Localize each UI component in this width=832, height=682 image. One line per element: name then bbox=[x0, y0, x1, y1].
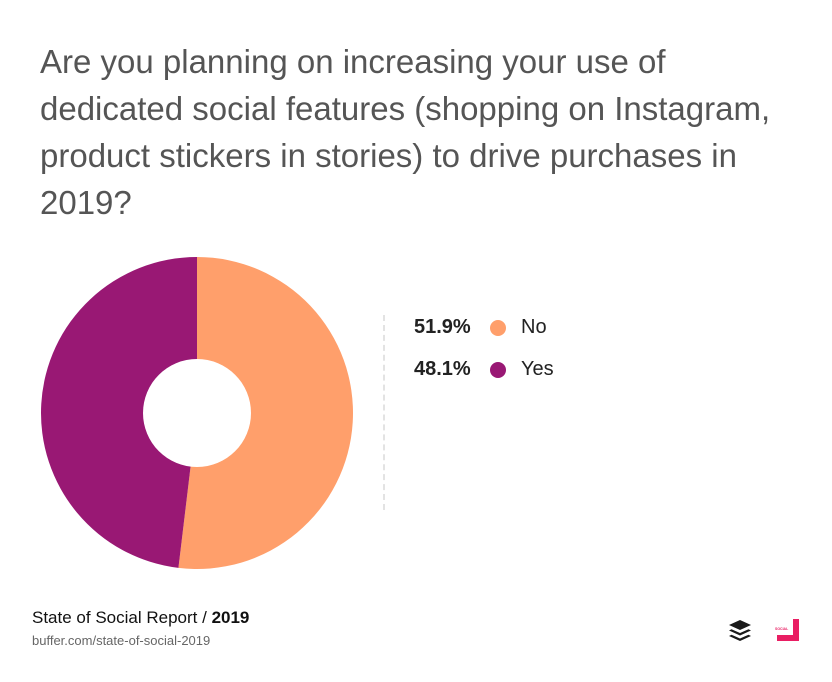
donut-slice-no bbox=[178, 257, 353, 569]
chart-title: Are you planning on increasing your use … bbox=[40, 43, 771, 221]
footer-url: buffer.com/state-of-social-2019 bbox=[32, 633, 211, 648]
footer: State of Social Report / 2019 buffer.com… bbox=[32, 608, 249, 648]
donut-chart bbox=[40, 257, 353, 569]
legend-label-yes: Yes bbox=[521, 358, 554, 380]
footer-report-label: State of Social Report / bbox=[32, 608, 207, 627]
svg-text:SOCIAL: SOCIAL bbox=[775, 627, 789, 631]
legend-item-no: 51.9% No bbox=[414, 314, 554, 341]
legend-label-no: No bbox=[521, 316, 547, 338]
buffer-logo-icon bbox=[729, 620, 751, 641]
legend-value-yes: 48.1% bbox=[414, 358, 471, 380]
social-media-week-logo-icon: SOCIAL bbox=[775, 619, 799, 641]
legend-item-yes: 48.1% Yes bbox=[414, 356, 554, 383]
footer-report-year: 2019 bbox=[211, 608, 250, 627]
legend-swatch-yes bbox=[490, 361, 506, 378]
footer-report: State of Social Report / 2019 bbox=[32, 608, 249, 628]
legend-divider bbox=[383, 315, 385, 510]
legend: 51.9% No 48.1% Yes bbox=[414, 314, 554, 398]
legend-swatch-no bbox=[490, 319, 506, 336]
donut-slice-yes bbox=[40, 257, 197, 568]
legend-value-no: 51.9% bbox=[414, 316, 471, 338]
donut-hole bbox=[143, 359, 251, 467]
